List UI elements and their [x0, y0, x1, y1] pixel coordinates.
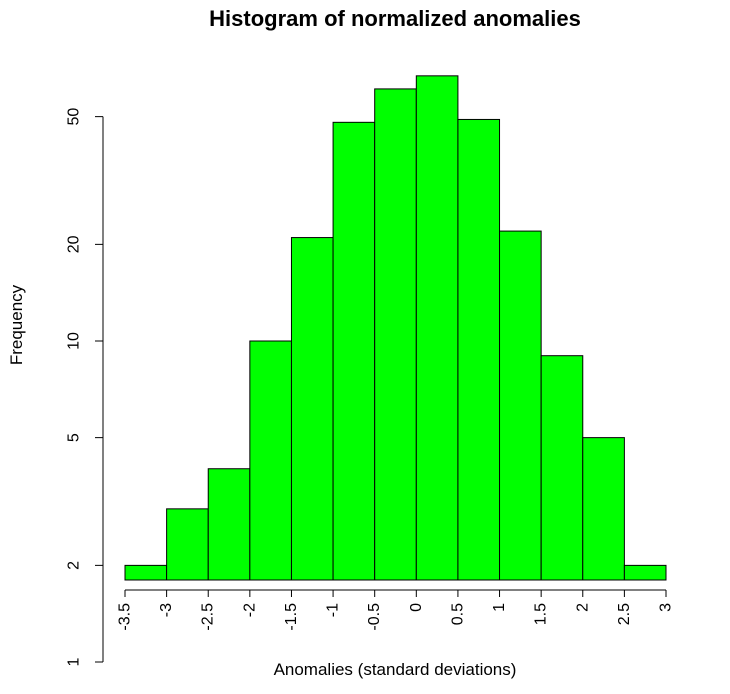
y-tick-label: 10 [66, 332, 83, 350]
histogram-bar [124, 564, 168, 581]
x-tick-label: -3.5 [117, 603, 134, 631]
x-tick-label: -2.5 [200, 603, 217, 631]
x-axis-label: Anomalies (standard deviations) [274, 660, 517, 679]
histogram-bar [290, 237, 334, 581]
histogram-bar [499, 230, 542, 581]
x-tick-label: -2 [241, 603, 258, 617]
x-tick-label: -1.5 [283, 603, 300, 631]
histogram-bar [166, 508, 209, 581]
chart-title: Histogram of normalized anomalies [209, 6, 581, 31]
bars-group [124, 75, 667, 581]
x-tick-label: 2 [574, 603, 591, 612]
y-tick-label: 50 [66, 108, 83, 126]
histogram-bar [457, 118, 501, 581]
x-tick-label: 2.5 [616, 603, 633, 625]
histogram-bar [207, 468, 251, 581]
y-tick-label: 1 [66, 657, 83, 666]
x-axis: -3.5 -3 -2.5 -2 -1.5 -1 -0.5 0 0.5 1 1.5 2 2.5 3 [117, 589, 675, 631]
histogram-bar [332, 121, 376, 581]
y-axis-label: Frequency [7, 284, 26, 365]
y-tick-label: 5 [66, 433, 83, 442]
histogram-bar [415, 75, 459, 581]
histogram-bar [540, 355, 584, 581]
histogram-bar [249, 340, 292, 581]
histogram-bar [582, 437, 625, 581]
x-tick-label: -3 [158, 603, 175, 617]
x-tick-label: 0.5 [449, 603, 466, 625]
y-tick-label: 20 [66, 235, 83, 253]
x-tick-label: 3 [658, 603, 675, 612]
x-tick-label: 1 [491, 603, 508, 612]
histogram-bar [623, 564, 667, 581]
x-tick-label: 0 [408, 603, 425, 612]
y-axis: 1 2 5 10 20 50 [66, 108, 104, 666]
histogram-bar [374, 88, 417, 581]
x-tick-label: -1 [325, 603, 342, 617]
x-tick-label: -0.5 [366, 603, 383, 631]
x-tick-label: 1.5 [533, 603, 550, 625]
y-tick-label: 2 [66, 561, 83, 570]
